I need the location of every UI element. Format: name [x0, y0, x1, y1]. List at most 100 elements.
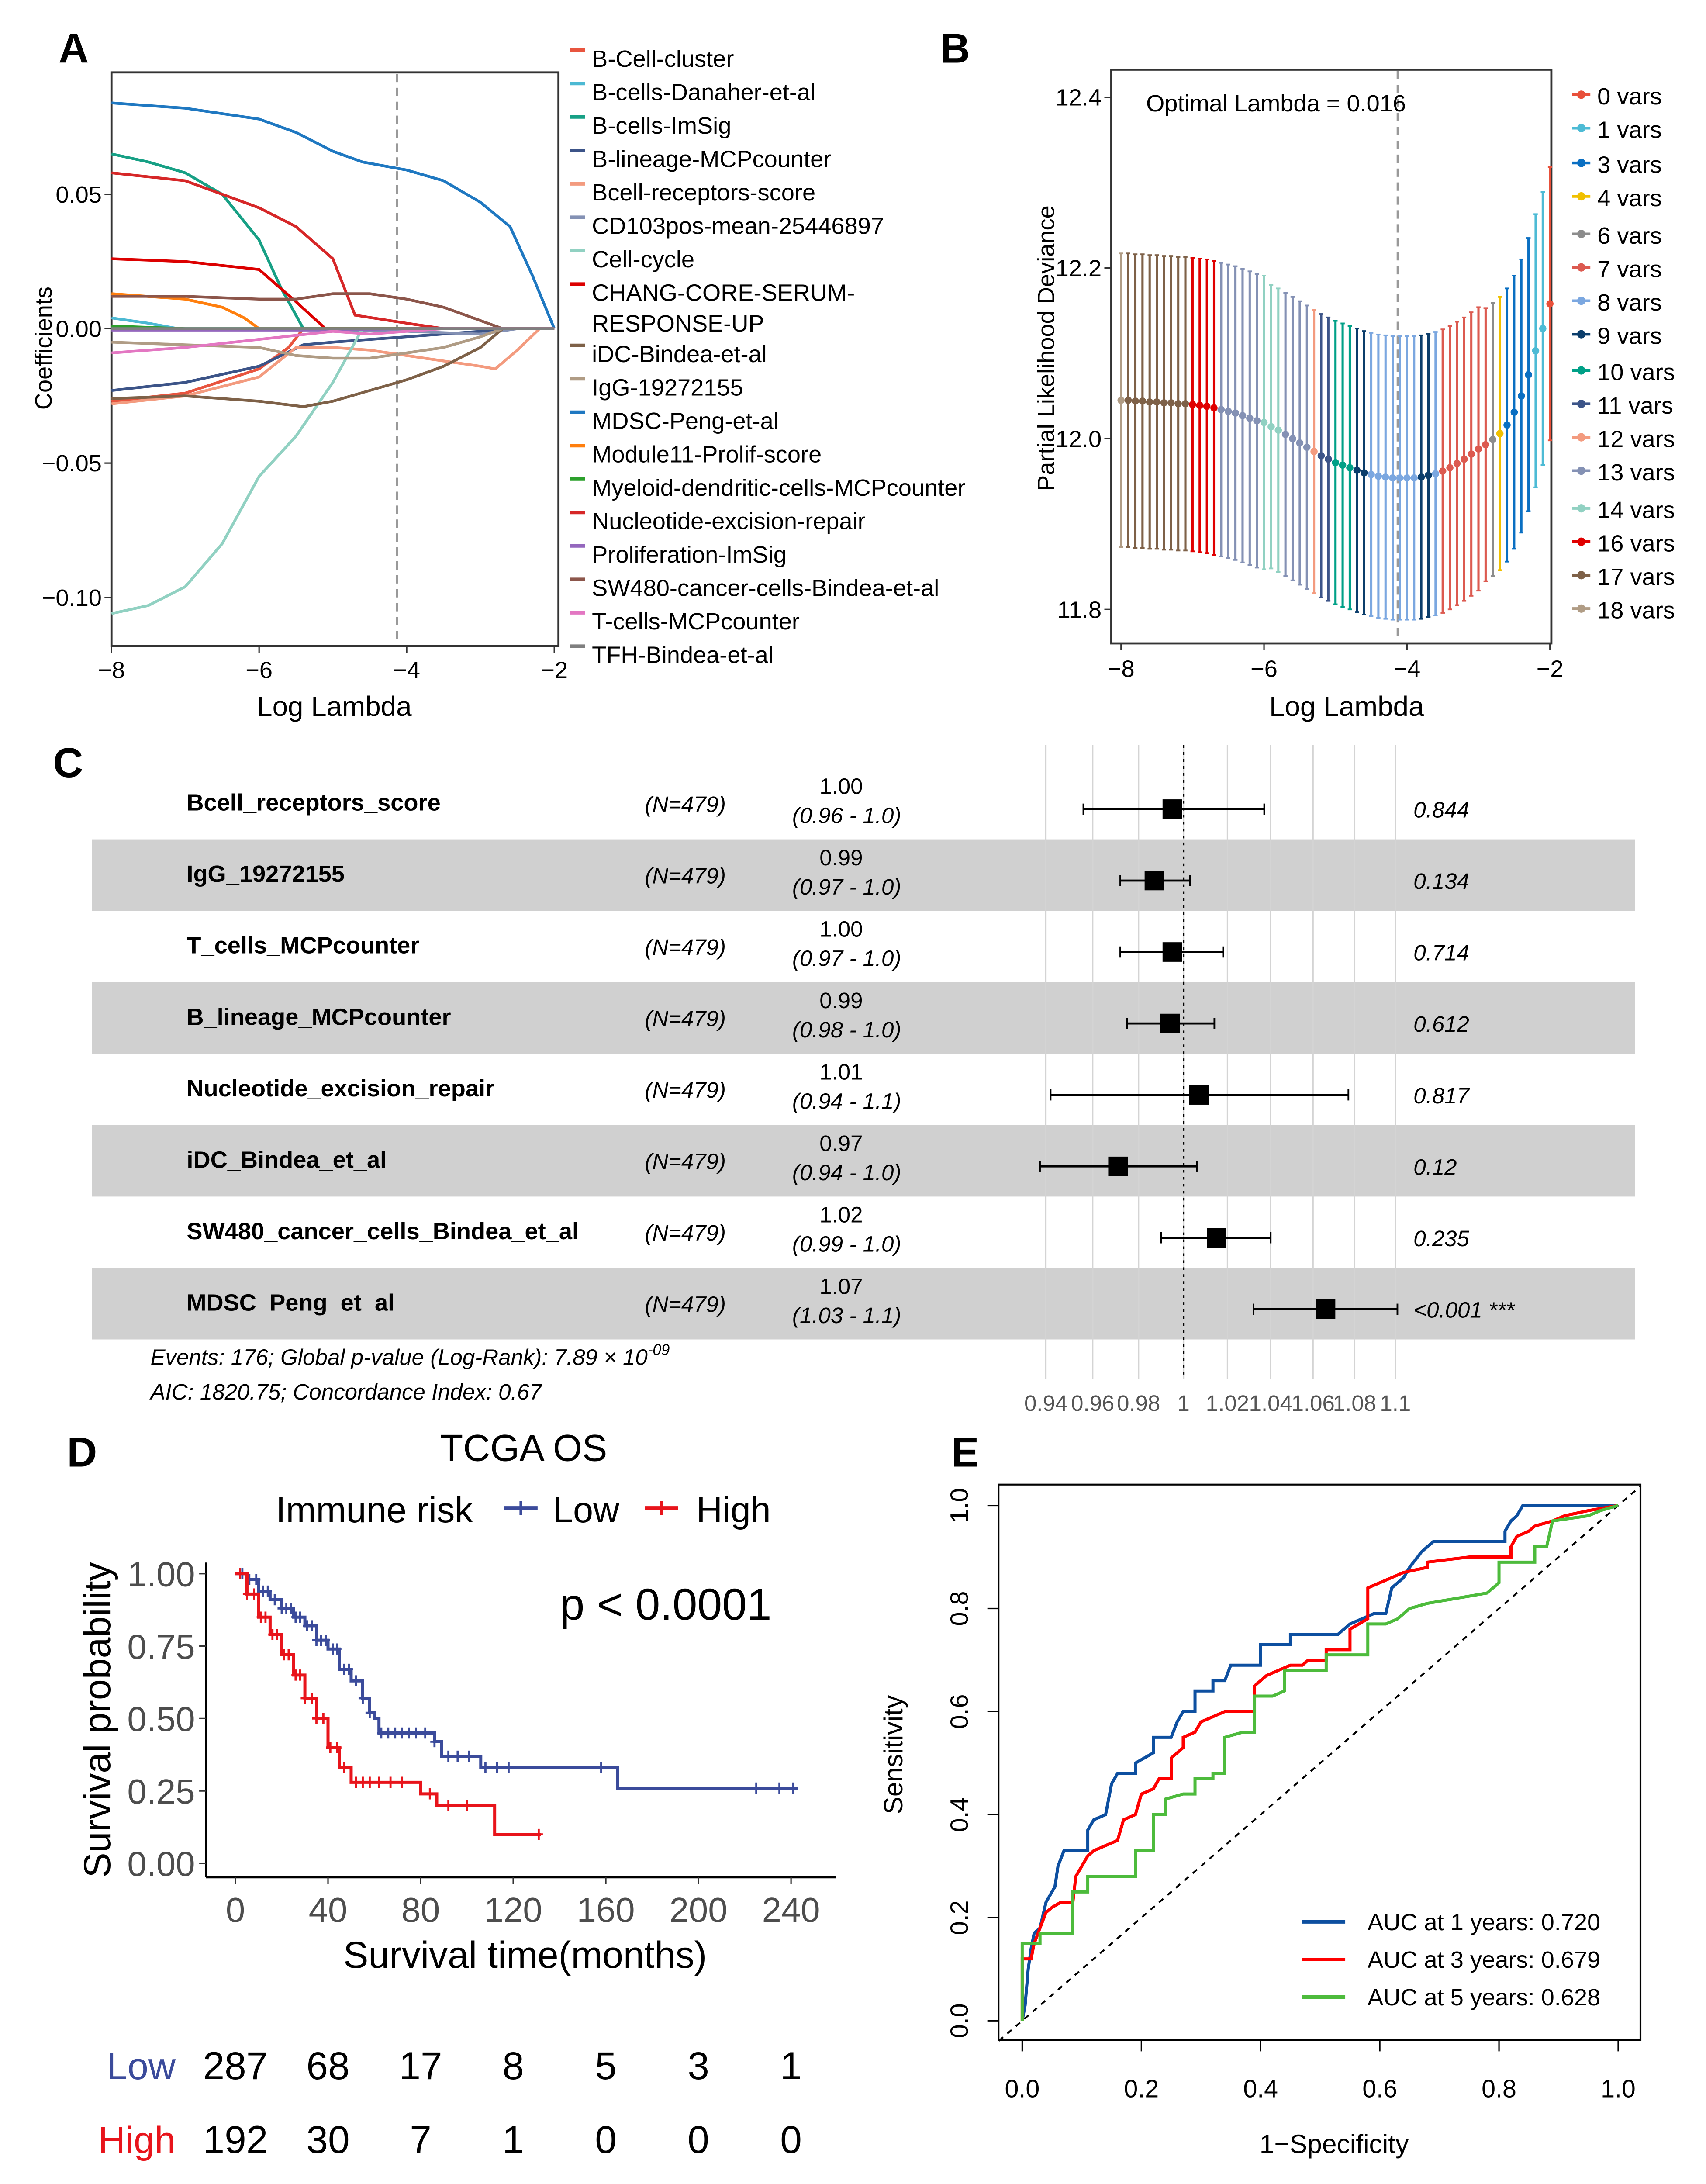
cv-mean-point	[1224, 408, 1232, 415]
y-tick-label: 11.8	[1057, 597, 1102, 623]
plot-frame	[998, 1483, 1642, 2041]
censor-mark	[425, 1788, 434, 1800]
hazard-ratio-marker	[1160, 1013, 1180, 1033]
legend-label: B-lineage-MCPcounter	[592, 146, 831, 173]
legend-marker	[1577, 366, 1586, 375]
cv-error-bar	[1289, 296, 1296, 581]
cv-mean-point	[1274, 426, 1282, 434]
cv-error-bar	[1489, 302, 1497, 577]
legend-label: TFH-Bindea-et-al	[592, 642, 774, 668]
censor-mark	[296, 1611, 304, 1623]
cv-mean-point	[1417, 473, 1425, 481]
censor-mark	[398, 1776, 407, 1788]
x-tick-label: 1.0	[1601, 2075, 1636, 2103]
cv-mean-point	[1396, 474, 1404, 482]
y-tick-label: 0.6	[946, 1694, 974, 1729]
confidence-interval: (0.94 - 1.1)	[792, 1089, 901, 1114]
x-tick-label: −8	[98, 657, 125, 684]
hazard-ratio: 0.99	[819, 988, 863, 1013]
cv-mean-point	[1210, 404, 1218, 412]
cv-mean-point	[1189, 401, 1196, 408]
legend-label: CHANG-CORE-SERUM-	[592, 280, 855, 306]
censor-mark	[375, 1776, 383, 1788]
censor-mark	[236, 1568, 245, 1579]
legend-label: RESPONSE-UP	[592, 311, 764, 337]
legend-label: 18 vars	[1597, 598, 1675, 624]
x-tick-label: 1.08	[1333, 1391, 1376, 1416]
cv-error-bar	[1267, 284, 1275, 570]
cv-error-bar	[1232, 265, 1239, 561]
cv-mean-point	[1132, 397, 1139, 405]
censor-mark	[463, 1800, 471, 1811]
y-tick-label: 0.4	[946, 1797, 974, 1832]
legend-marker	[1577, 433, 1586, 442]
cv-mean-point	[1153, 398, 1160, 406]
cv-mean-point	[1439, 467, 1447, 475]
x-tick-label: −4	[393, 657, 420, 684]
censor-mark	[365, 1707, 374, 1718]
confidence-interval: (0.94 - 1.0)	[792, 1160, 901, 1185]
cv-error-bar	[1274, 287, 1282, 573]
cv-mean-point	[1217, 406, 1225, 414]
censor-mark	[504, 1762, 513, 1773]
legend-label: 7 vars	[1597, 256, 1662, 282]
cv-mean-point	[1453, 460, 1461, 467]
legend: Immune risk Low High	[276, 1489, 770, 1530]
cv-error-bar	[1239, 268, 1247, 563]
forest-row: Nucleotide_excision_repair (N=479) 1.01 (0.…	[186, 1060, 1470, 1114]
cv-error-bar	[1468, 311, 1475, 597]
confidence-interval: (0.97 - 1.0)	[792, 874, 901, 899]
hazard-ratio-marker	[1162, 942, 1182, 962]
cv-error-bar	[1453, 321, 1461, 606]
censor-mark	[284, 1649, 293, 1661]
x-tick-label: −2	[1537, 656, 1564, 682]
cv-mean-point	[1446, 464, 1454, 472]
legend-label: AUC at 1 years: 0.720	[1368, 1909, 1600, 1935]
cv-error-bar	[1403, 335, 1411, 621]
cv-error-bar	[1246, 270, 1254, 566]
cv-mean-point	[1346, 464, 1354, 472]
cv-mean-point	[1368, 471, 1375, 478]
censor-mark	[493, 1762, 501, 1773]
cv-mean-point	[1389, 474, 1396, 482]
censor-mark	[411, 1727, 420, 1739]
legend-marker	[1577, 263, 1586, 272]
censor-mark	[345, 1663, 353, 1675]
cv-mean-point	[1510, 408, 1518, 416]
cv-mean-point	[1203, 402, 1211, 410]
forest-row: T_cells_MCPcounter (N=479) 1.00 (0.97 - 1.0…	[186, 916, 1469, 971]
legend-label: 1 vars	[1597, 117, 1662, 143]
hazard-ratio-marker	[1207, 1228, 1226, 1248]
x-tick-label: 0.6	[1362, 2075, 1397, 2103]
number-at-risk: 1	[502, 2118, 524, 2161]
cv-mean-point	[1281, 431, 1289, 438]
legend-label-low: Low	[553, 1489, 620, 1530]
cv-error-bar	[1174, 256, 1182, 552]
number-at-risk: 30	[306, 2118, 349, 2161]
legend-label: CD103pos-mean-25446897	[592, 213, 884, 239]
legend-label: 11 vars	[1597, 393, 1673, 419]
cv-mean-point	[1525, 371, 1532, 379]
p-value: <0.001 ***	[1413, 1297, 1515, 1322]
cv-error-bar	[1317, 313, 1325, 598]
legend-label: 14 vars	[1597, 497, 1675, 523]
y-tick-label: 1.00	[127, 1555, 195, 1593]
forest-row: B_lineage_MCPcounter (N=479) 0.99 (0.98 - 1…	[186, 988, 1469, 1042]
forest-row: IgG_19272155 (N=479) 0.99 (0.97 - 1.0) 0.134	[186, 845, 1469, 899]
censor-mark	[444, 1750, 453, 1762]
p-value: 0.12	[1413, 1154, 1457, 1179]
censor-mark	[358, 1693, 367, 1704]
y-axis-title: Partial Likelihood Deviance	[1033, 205, 1060, 491]
cv-mean-point	[1317, 452, 1325, 460]
cv-error-bar	[1146, 254, 1153, 550]
x-axis-title: 1−Specificity	[1260, 2129, 1409, 2159]
cv-error-bar	[1210, 260, 1218, 556]
x-tick-label: −2	[541, 657, 568, 684]
sample-size: (N=479)	[645, 1006, 726, 1031]
y-tick-label: 0.50	[127, 1700, 195, 1738]
roc-curve-3-year	[1020, 1504, 1619, 2021]
x-tick-label: 0	[226, 1890, 245, 1929]
plot-frame	[1110, 69, 1553, 645]
cv-error-bar	[1167, 255, 1175, 551]
variable-label: SW480_cancer_cells_Bindea_et_al	[186, 1218, 579, 1244]
